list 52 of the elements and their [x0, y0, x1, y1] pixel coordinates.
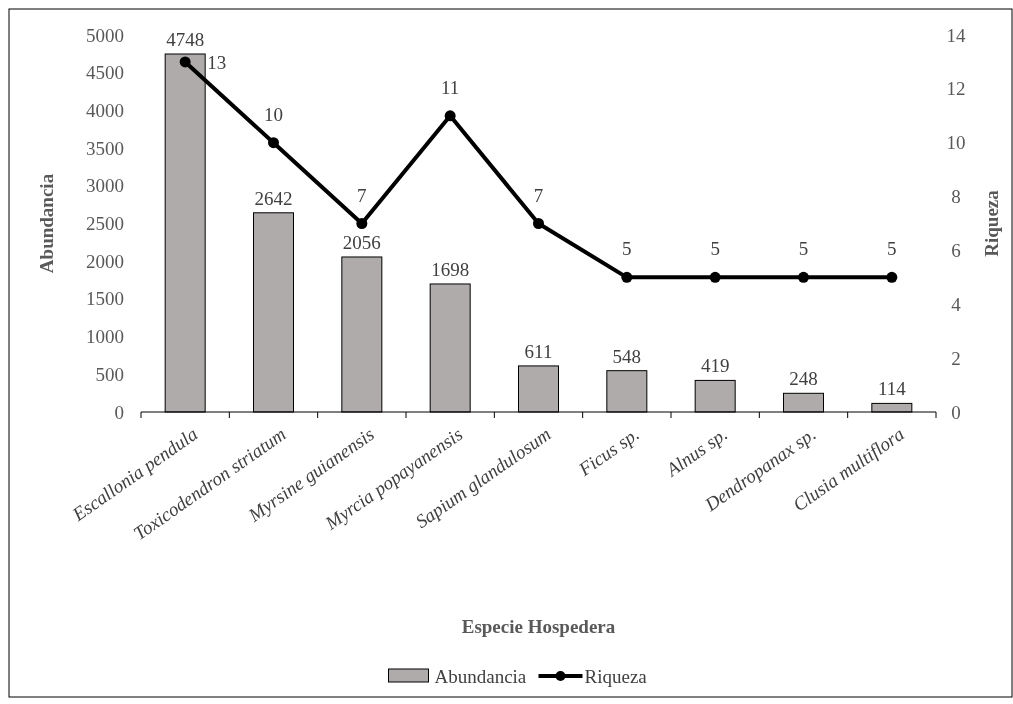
- data-label: 2056: [342, 231, 381, 253]
- point: [356, 218, 368, 229]
- x-axis-title: Especie Hospedera: [461, 616, 616, 637]
- y2-tick-label: 12: [946, 78, 966, 100]
- point: [268, 137, 279, 149]
- y2-tick-label: 6: [951, 239, 961, 261]
- y-axis-title: Abundancia: [36, 173, 57, 274]
- data-label: 5: [798, 238, 809, 260]
- data-label: 11: [441, 76, 460, 98]
- legend-label: Riqueza: [584, 665, 648, 687]
- y2-tick-label: 4: [951, 293, 962, 315]
- y-tick-label: 2500: [86, 213, 124, 234]
- point: [709, 271, 721, 283]
- x-tick-label: Ficus sp.: [573, 423, 643, 481]
- data-label: 611: [524, 340, 553, 362]
- y-tick-label: 500: [95, 363, 124, 385]
- point: [444, 110, 456, 122]
- y2-axis-title: Riqueza: [981, 189, 1002, 257]
- point: [886, 271, 898, 283]
- y-tick-label: 4000: [86, 99, 124, 121]
- y2-tick-label: 8: [951, 186, 961, 208]
- data-label: 7: [357, 184, 367, 206]
- data-label: 248: [789, 368, 818, 390]
- y-tick-label: 3500: [86, 137, 124, 159]
- point: [179, 56, 191, 68]
- y-tick-label: 0: [114, 401, 124, 423]
- data-label: 419: [700, 355, 730, 377]
- y2-tick-label: 14: [946, 24, 966, 46]
- y2-tick-label: 0: [951, 401, 961, 423]
- point: [621, 271, 633, 283]
- y-tick-label: 3000: [86, 175, 124, 197]
- point: [798, 271, 809, 283]
- data-label: 5: [710, 238, 720, 260]
- y-tick-label: 5000: [86, 24, 124, 46]
- data-label: 5: [887, 238, 897, 260]
- data-label: 2642: [254, 187, 293, 209]
- y-tick-label: 4500: [86, 62, 124, 84]
- y2-tick-label: 10: [946, 132, 966, 154]
- y-tick-label: 2000: [86, 250, 124, 272]
- data-label: 1698: [431, 258, 470, 280]
- data-label: 10: [264, 103, 283, 125]
- y2-tick-label: 2: [951, 347, 961, 369]
- data-label: 13: [207, 51, 227, 73]
- data-label: 7: [533, 184, 544, 206]
- y-tick-label: 1000: [86, 326, 124, 348]
- data-label: 4748: [166, 29, 205, 50]
- data-label: 114: [877, 378, 907, 400]
- point: [533, 218, 544, 229]
- data-label: 548: [612, 345, 642, 367]
- legend-label: Abundancia: [434, 665, 527, 687]
- data-label: 5: [622, 238, 632, 260]
- y-tick-label: 1500: [86, 288, 124, 310]
